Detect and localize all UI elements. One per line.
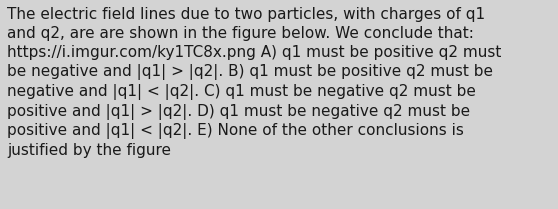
- Text: The electric field lines due to two particles, with charges of q1
and q2, are ar: The electric field lines due to two part…: [7, 7, 502, 158]
